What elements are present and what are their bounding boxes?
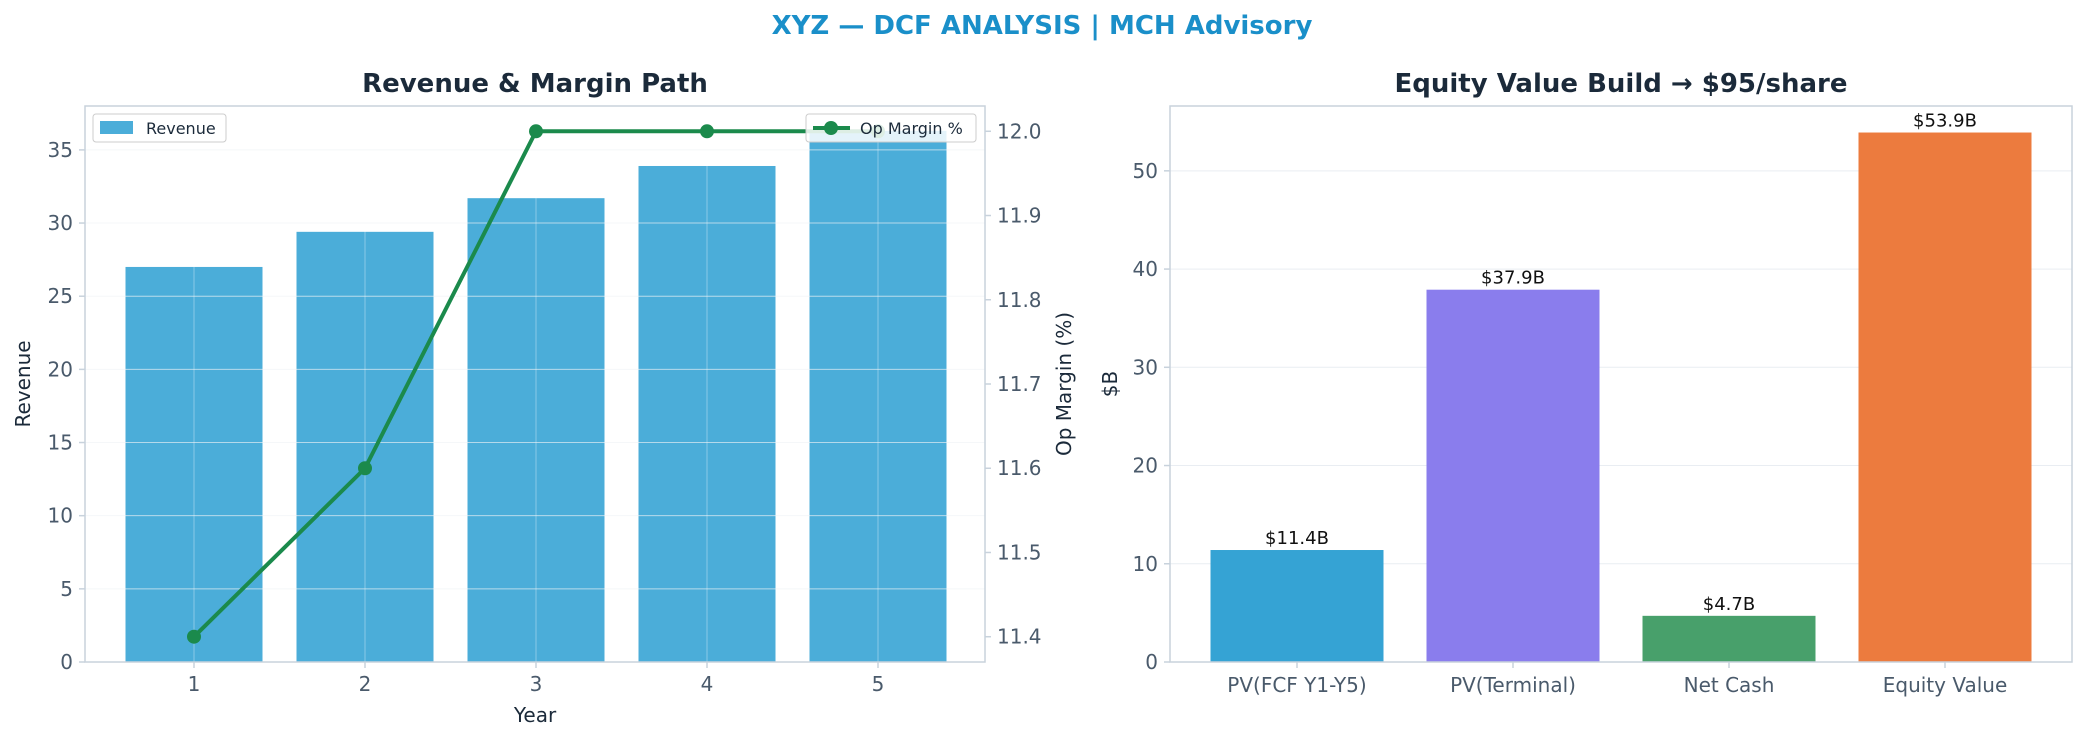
y-tick-label: 10 [48,504,73,528]
chart-title: Equity Value Build → $95/share [1395,69,1848,99]
y-tick-label: 30 [1133,355,1158,379]
op-margin-point [529,124,543,139]
x-tick-label: 3 [530,672,543,696]
y2-tick-label: 11.5 [997,540,1042,564]
equity-value-chart: Equity Value Build → $95/share $11.4B $37.… [1098,69,2073,697]
equity-bar [1642,615,1816,662]
y-tick-label: 50 [1133,159,1158,183]
y-tick-label: 10 [1133,552,1158,576]
legend-label: Op Margin % [860,119,963,138]
data-label: $37.9B [1481,268,1545,289]
data-label: $4.7B [1703,594,1755,615]
y-tick-label: 30 [48,211,73,235]
revenue-legend: Revenue [92,113,227,143]
y-tick-label: 0 [60,650,73,674]
x-axis-label: Year [513,703,557,727]
op-margin-point [187,629,201,644]
x-tick-label: 5 [872,672,885,696]
y-axis-label: $B [1098,371,1122,397]
y-tick-label: 20 [48,357,73,381]
y-tick-label: 15 [48,431,73,455]
x-tick-label: Net Cash [1684,673,1775,697]
y-tick-label: 20 [1133,454,1158,478]
equity-bar [1210,550,1384,662]
chart-title: Revenue & Margin Path [362,69,708,99]
equity-bar [1858,132,2032,663]
data-label: $53.9B [1913,111,1977,132]
y-tick-label: 40 [1133,257,1158,281]
y2-tick-label: 11.8 [997,288,1042,312]
legend-marker [824,121,838,135]
y-axis-label: Revenue [11,340,35,427]
x-tick-label: PV(Terminal) [1450,673,1576,697]
x-tick-label: 1 [188,672,201,696]
x-tick-label: Equity Value [1883,673,2008,697]
legend-swatch [100,121,133,134]
y2-tick-label: 11.4 [997,625,1042,649]
legend-box [805,113,977,143]
revenue-bar [809,130,947,663]
plot-frame [1169,105,2073,663]
y2-tick-label: 11.6 [997,456,1042,480]
y2-tick-label: 12.0 [997,119,1042,143]
x-tick-label: 4 [701,672,714,696]
revenue-bar [125,266,263,662]
equity-bar [1426,289,1600,662]
y-tick-label: 5 [60,577,73,601]
revenue-bar [638,165,776,662]
figure-title: XYZ — DCF ANALYSIS | MCH Advisory [772,11,1313,41]
x-tick-label: PV(FCF Y1-Y5) [1227,673,1366,697]
y2-axis-label: Op Margin (%) [1052,312,1076,456]
y-tick-label: 35 [48,138,73,162]
y-tick-label: 25 [48,284,73,308]
y-tick-label: 0 [1145,650,1158,674]
x-tick-label: 2 [359,672,372,696]
op-margin-point [700,124,714,139]
revenue-bar [296,231,434,662]
revenue-margin-chart: Revenue & Margin Path0510152025303511.41… [11,69,1076,727]
y2-tick-label: 11.9 [997,204,1042,228]
data-label: $11.4B [1265,528,1329,549]
revenue-bar [467,198,605,662]
y2-tick-label: 11.7 [997,372,1042,396]
op-margin-legend: Op Margin % [805,113,977,143]
op-margin-point [358,461,372,476]
legend-label: Revenue [146,119,216,138]
